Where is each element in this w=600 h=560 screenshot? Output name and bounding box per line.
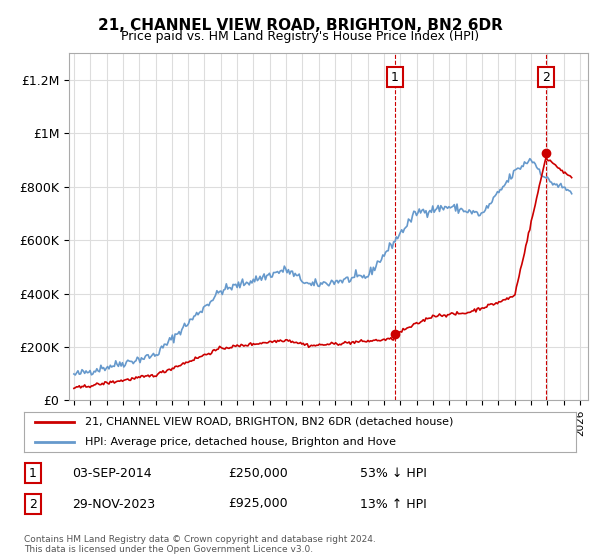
Text: £250,000: £250,000 [228,466,288,480]
Text: 21, CHANNEL VIEW ROAD, BRIGHTON, BN2 6DR (detached house): 21, CHANNEL VIEW ROAD, BRIGHTON, BN2 6DR… [85,417,453,427]
Text: 29-NOV-2023: 29-NOV-2023 [72,497,155,511]
Text: 2: 2 [542,71,550,84]
Text: HPI: Average price, detached house, Brighton and Hove: HPI: Average price, detached house, Brig… [85,437,396,447]
Text: 53% ↓ HPI: 53% ↓ HPI [360,466,427,480]
Text: 2: 2 [29,497,37,511]
Text: 13% ↑ HPI: 13% ↑ HPI [360,497,427,511]
Text: 1: 1 [29,466,37,480]
Text: Contains HM Land Registry data © Crown copyright and database right 2024.
This d: Contains HM Land Registry data © Crown c… [24,535,376,554]
Text: 21, CHANNEL VIEW ROAD, BRIGHTON, BN2 6DR: 21, CHANNEL VIEW ROAD, BRIGHTON, BN2 6DR [98,18,502,34]
Text: £925,000: £925,000 [228,497,287,511]
Text: 03-SEP-2014: 03-SEP-2014 [72,466,152,480]
Text: Price paid vs. HM Land Registry's House Price Index (HPI): Price paid vs. HM Land Registry's House … [121,30,479,43]
Text: 1: 1 [391,71,399,84]
